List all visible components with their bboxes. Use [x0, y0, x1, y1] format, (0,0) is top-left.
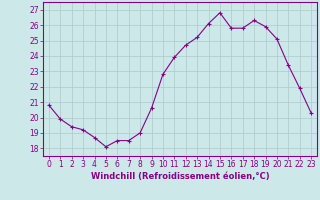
X-axis label: Windchill (Refroidissement éolien,°C): Windchill (Refroidissement éolien,°C)	[91, 172, 269, 181]
